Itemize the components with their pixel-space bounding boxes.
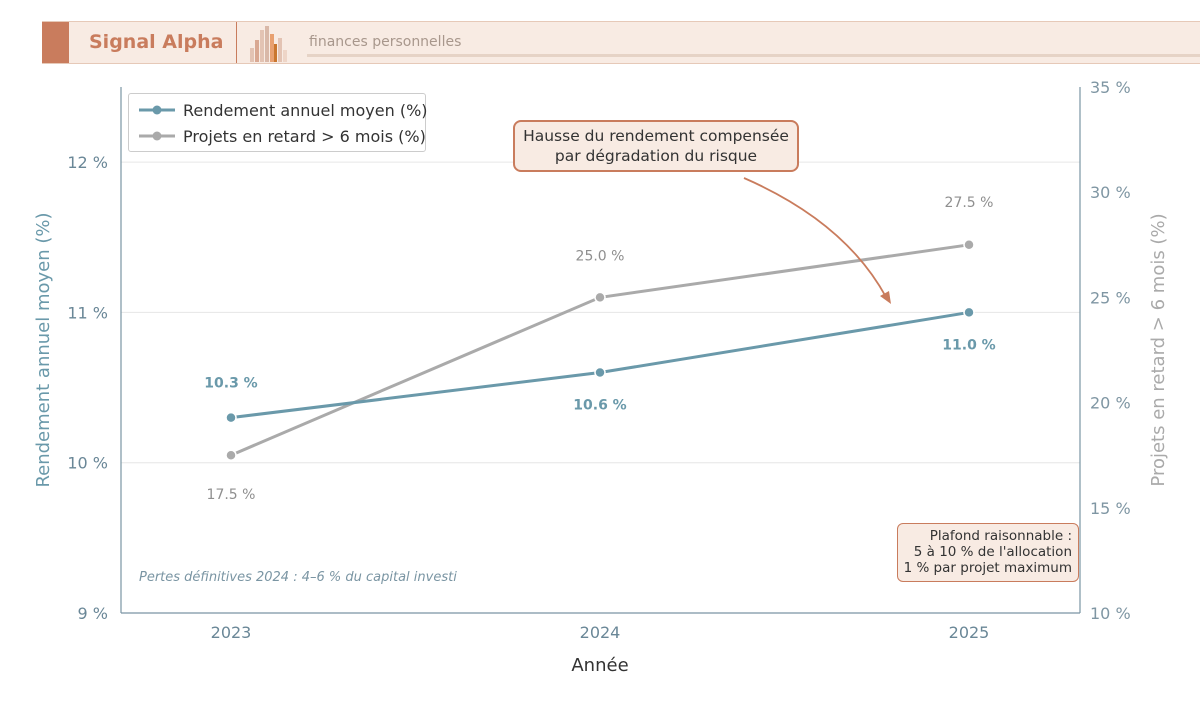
data-label-rendement-2024: 10.6 %: [573, 398, 626, 414]
y-right-tick-label: 35 %: [1090, 78, 1131, 97]
plafond-box: Plafond raisonnable : 5 à 10 % de l'allo…: [897, 523, 1079, 582]
point-rendement-2025: [963, 306, 975, 319]
legend-label-retard: Projets en retard > 6 mois (%): [183, 127, 426, 146]
brand-logo-icon: [250, 26, 287, 62]
y-right-tick-label: 30 %: [1090, 183, 1131, 202]
header-bar: Signal Alpha finances personnelles: [42, 21, 1200, 64]
plafond-line-3: 1 % par projet maximum: [903, 560, 1072, 576]
data-label-retard-2024: 25.0 %: [576, 248, 625, 264]
point-retard-2025: [963, 239, 975, 251]
series-line-retard: [230, 243, 970, 457]
x-tick-label: 2025: [949, 623, 990, 642]
header-rule: [307, 54, 1200, 57]
y-right-tick-label: 25 %: [1090, 288, 1131, 307]
x-tick-label: 2023: [211, 623, 252, 642]
data-label-retard-2023: 17.5 %: [207, 487, 256, 503]
y-left-tick-label: 11 %: [67, 303, 108, 322]
data-label-rendement-2023: 10.3 %: [204, 376, 257, 392]
losses-note: Pertes définitives 2024 : 4–6 % du capit…: [139, 570, 457, 585]
point-rendement-2024: [594, 366, 606, 379]
y-right-tick-label: 10 %: [1090, 604, 1131, 623]
brand-name: Signal Alpha: [89, 31, 224, 53]
callout-line-1: Hausse du rendement compensée: [523, 127, 789, 145]
x-axis-title: Année: [571, 655, 628, 676]
y-left-tick-label: 10 %: [67, 454, 108, 473]
x-tick-label: 2024: [580, 623, 621, 642]
legend-swatch-retard: [139, 131, 175, 141]
brand-tagline: finances personnelles: [309, 34, 462, 50]
legend-swatch-rendement: [139, 105, 175, 115]
point-retard-2023: [225, 449, 237, 461]
legend-label-rendement: Rendement annuel moyen (%): [183, 101, 428, 120]
callout-arrow-line: [743, 177, 887, 298]
callout-line-2: par dégradation du risque: [554, 147, 758, 165]
brand-color-block: [42, 22, 69, 63]
plafond-line-2: 5 à 10 % de l'allocation: [913, 544, 1072, 560]
callout-box: Hausse du rendement compensée par dégrad…: [513, 120, 799, 172]
brand-divider: [236, 22, 237, 63]
y-left-tick-label: 12 %: [67, 153, 108, 172]
callout-arrow-head: [880, 291, 891, 304]
y-left-tick-label: 9 %: [78, 604, 108, 623]
y-right-tick-label: 20 %: [1090, 394, 1131, 413]
y-right-axis-title: Projets en retard > 6 mois (%): [1148, 213, 1169, 486]
plafond-line-1: Plafond raisonnable :: [929, 528, 1072, 544]
point-rendement-2023: [225, 411, 237, 424]
chart-legend: Rendement annuel moyen (%) Projets en re…: [128, 93, 428, 152]
y-right-tick-label: 15 %: [1090, 499, 1131, 518]
y-left-axis-title: Rendement annuel moyen (%): [33, 212, 54, 487]
data-label-retard-2025: 27.5 %: [945, 195, 994, 211]
data-label-rendement-2025: 11.0 %: [942, 337, 995, 353]
point-retard-2024: [594, 291, 606, 304]
